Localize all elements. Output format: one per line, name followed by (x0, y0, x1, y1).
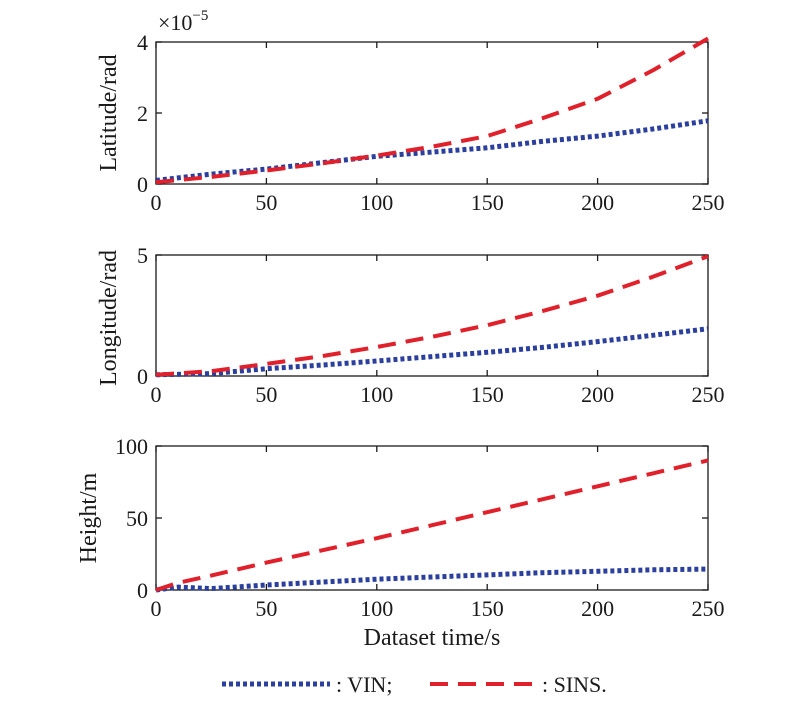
y-tick-label: 2 (137, 101, 148, 126)
x-tick-label: 150 (471, 382, 504, 407)
legend: : VIN; : SINS. (222, 672, 607, 697)
x-tick-label: 0 (151, 190, 162, 215)
x-tick-label: 50 (255, 382, 277, 407)
legend-label-vin: : VIN; (336, 672, 392, 697)
series-line-sins (155, 254, 709, 377)
x-axis-label-height: Dataset time/s (364, 625, 501, 651)
series-line-vin (155, 566, 709, 593)
series-longitude (155, 254, 709, 378)
y-axis-label-latitude: Latitude/rad (96, 54, 122, 171)
y-tick-label: 0 (137, 364, 148, 389)
x-tick-label: 200 (581, 596, 614, 621)
plot-frame-latitude (155, 41, 709, 185)
exponent-label: ×10−5 (158, 8, 208, 35)
x-tick-label: 250 (692, 596, 725, 621)
x-tick-label: 100 (360, 190, 393, 215)
x-tick-label: 200 (581, 382, 614, 407)
series-line-sins (155, 36, 710, 185)
series-latitude (155, 36, 710, 185)
y-tick-label: 50 (126, 506, 148, 531)
y-tick-label: 100 (115, 434, 148, 459)
y-tick-label: 4 (137, 30, 148, 55)
y-tick-label: 0 (137, 172, 148, 197)
x-tick-label: 50 (255, 596, 277, 621)
panel-height: 0 50 100 150 200 250 0 50 100 Height/m Dataset … (76, 434, 725, 651)
y-axis-label-height: Height/m (76, 472, 102, 563)
panel-latitude: 0 50 100 150 200 250 0 2 4 ×10−5 Latitude/rad (96, 8, 725, 215)
x-tick-label: 0 (151, 596, 162, 621)
x-tick-label: 250 (692, 190, 725, 215)
x-tick-label: 200 (581, 190, 614, 215)
y-ticks-longitude: 05 (137, 243, 708, 389)
y-tick-label: 0 (137, 578, 148, 603)
x-tick-label: 150 (471, 190, 504, 215)
panel-longitude: 0 50 100 150 200 250 05 Longitude/rad (96, 243, 725, 407)
legend-label-sins: : SINS. (542, 672, 607, 697)
y-tick-label: 5 (137, 243, 148, 268)
x-tick-label: 0 (151, 382, 162, 407)
y-ticks-latitude: 0 2 4 (137, 30, 708, 197)
x-tick-label: 100 (360, 382, 393, 407)
series-line-vin (155, 118, 709, 183)
y-ticks-height: 0 50 100 (115, 434, 708, 603)
x-ticks-latitude: 0 50 100 150 200 250 (151, 42, 725, 215)
series-line-sins (155, 458, 709, 592)
x-tick-label: 150 (471, 596, 504, 621)
x-tick-label: 100 (360, 596, 393, 621)
x-ticks-longitude: 0 50 100 150 200 250 (151, 255, 725, 407)
x-ticks-height: 0 50 100 150 200 250 (151, 446, 725, 621)
x-tick-label: 250 (692, 382, 725, 407)
series-line-vin (155, 326, 709, 378)
plot-frame-longitude (155, 254, 709, 377)
x-tick-label: 50 (255, 190, 277, 215)
y-axis-label-longitude: Longitude/rad (96, 250, 122, 386)
series-height (155, 458, 709, 593)
